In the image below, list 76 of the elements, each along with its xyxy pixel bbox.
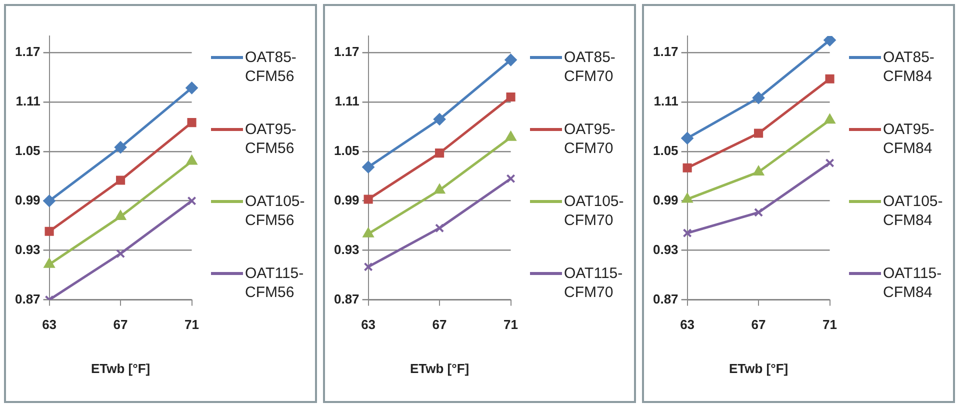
x-tick-label: 71 — [504, 317, 518, 332]
y-tick-label: 0.99 — [652, 192, 678, 208]
y-tick-label: 1.11 — [16, 94, 40, 109]
point — [506, 174, 516, 184]
point — [505, 131, 516, 141]
x-axis-title: ETwb [°F] — [728, 360, 788, 376]
y-tick-label: 1.05 — [652, 142, 678, 158]
legend-label: OAT115-CFM84 — [883, 264, 943, 302]
y-tick-label: 0.99 — [14, 192, 40, 208]
y-tick-label: 0.87 — [334, 291, 360, 306]
point — [364, 262, 373, 272]
point — [825, 158, 834, 168]
y-tick-label: 0.93 — [652, 242, 678, 257]
legend-label: OAT85-CFM84 — [883, 48, 936, 86]
point — [824, 36, 836, 46]
point — [682, 193, 693, 203]
y-tick-label: 1.11 — [654, 94, 678, 109]
x-axis-title: ETwb [°F] — [90, 360, 150, 376]
point — [504, 54, 517, 66]
point — [44, 258, 55, 268]
point — [682, 163, 692, 172]
legend-label: OAT95-CFM56 — [245, 120, 298, 158]
point — [43, 194, 56, 207]
point — [187, 196, 196, 206]
y-tick-label: 1.17 — [334, 44, 360, 60]
x-tick-label: 67 — [751, 317, 766, 332]
x-tick-label: 67 — [432, 317, 447, 332]
point — [187, 118, 196, 128]
point — [116, 249, 126, 258]
point — [435, 224, 444, 233]
legend-label: OAT115-CFM56 — [245, 264, 305, 302]
legend-label: OAT105-CFM70 — [564, 192, 624, 230]
point — [186, 155, 198, 165]
y-tick-label: 1.17 — [652, 44, 678, 60]
y-tick-label: 1.05 — [14, 142, 40, 158]
point — [186, 82, 198, 94]
y-tick-label: 0.93 — [14, 242, 40, 257]
legend-label: OAT105-CFM84 — [883, 192, 943, 230]
point — [434, 184, 445, 194]
x-tick-label: 67 — [113, 317, 128, 332]
y-tick-label: 1.11 — [334, 94, 360, 109]
legend-label: OAT115-CFM70 — [564, 264, 624, 302]
x-tick-label: 71 — [184, 317, 200, 332]
point — [114, 141, 127, 154]
point — [435, 148, 444, 158]
y-tick-label: 0.87 — [652, 291, 678, 306]
point — [115, 210, 126, 220]
point — [681, 132, 694, 144]
point — [754, 208, 764, 217]
point — [434, 113, 446, 126]
x-tick-label: 63 — [42, 317, 57, 332]
point — [754, 128, 764, 138]
point — [116, 176, 126, 185]
legend-label: OAT95-CFM84 — [883, 120, 936, 158]
point — [753, 166, 764, 176]
y-tick-label: 0.93 — [334, 242, 360, 257]
point — [825, 74, 834, 84]
x-axis-title: ETwb [°F] — [410, 360, 470, 376]
point — [824, 114, 836, 124]
x-tick-label: 63 — [361, 317, 376, 332]
point — [506, 92, 516, 102]
legend-label: OAT85-CFM70 — [564, 48, 616, 86]
point — [362, 161, 374, 174]
legend-label: OAT95-CFM70 — [564, 120, 616, 158]
point — [362, 228, 374, 238]
legend-label: OAT85-CFM56 — [245, 48, 298, 86]
x-tick-label: 63 — [680, 317, 695, 332]
y-tick-label: 1.17 — [14, 44, 40, 60]
point — [44, 226, 54, 236]
y-tick-label: 1.05 — [334, 142, 360, 158]
y-tick-label: 0.87 — [14, 291, 40, 306]
point — [752, 92, 765, 104]
y-tick-label: 0.99 — [334, 192, 360, 208]
point — [682, 228, 692, 238]
legend-label: OAT105-CFM56 — [245, 192, 305, 230]
x-tick-label: 71 — [822, 317, 838, 332]
